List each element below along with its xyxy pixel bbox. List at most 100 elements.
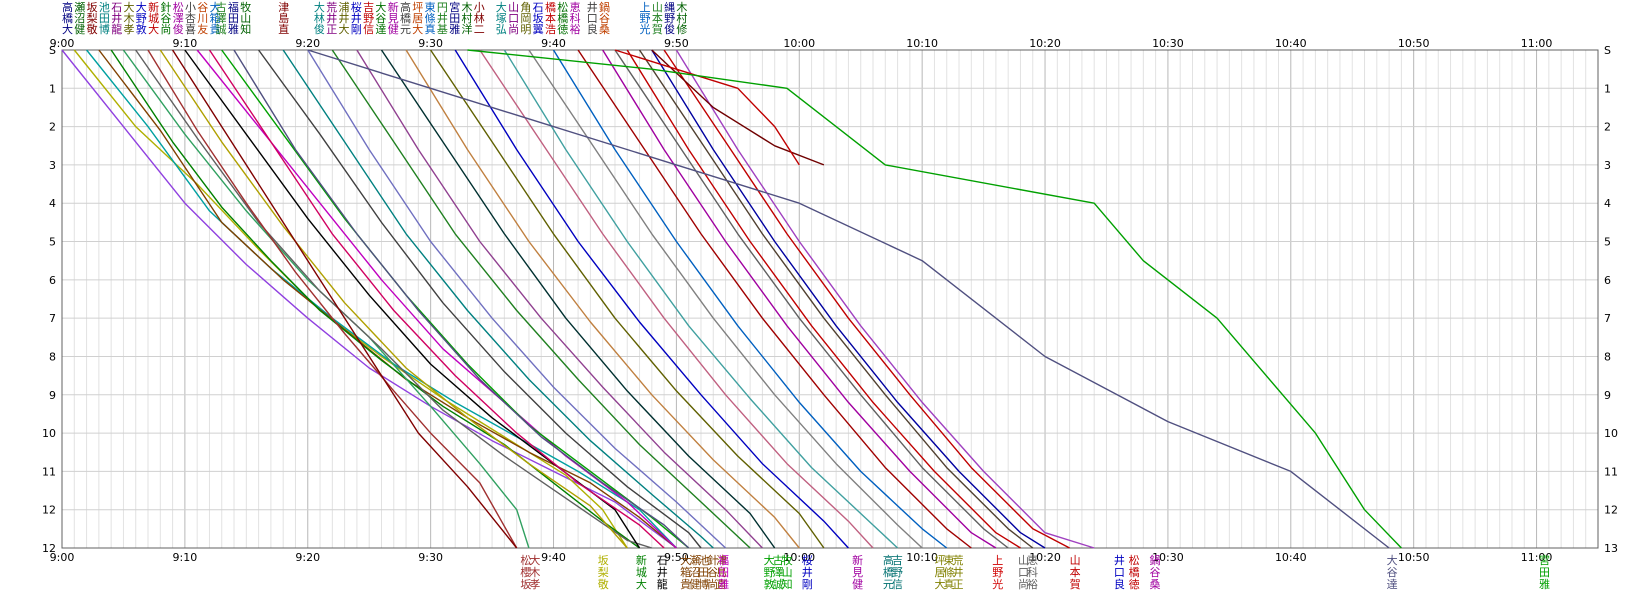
x-tick-label-top: 10:40 (1275, 37, 1307, 50)
x-tick-label-bottom: 9:50 (664, 551, 689, 564)
x-tick-label-bottom: 9:10 (173, 551, 198, 564)
top-name-char: 井 (326, 11, 337, 25)
top-name-char: 浦 (339, 1, 350, 14)
series-line-6 (122, 49, 530, 549)
x-tick-label-top: 10:50 (1398, 37, 1430, 50)
y-station-label-left: 2 (49, 121, 56, 134)
top-name-char: 野 (136, 12, 147, 25)
y-station-label-left: 8 (49, 350, 56, 363)
top-name-char: 木 (676, 1, 687, 14)
x-tick-label-top: 10:00 (783, 37, 815, 50)
y-station-label-left: 12 (42, 542, 56, 555)
x-tick-label-bottom: 9:20 (295, 551, 320, 564)
series-line-39 (307, 49, 1390, 549)
top-name-char: 俊 (314, 22, 325, 36)
y-station-label-right: 1 (1604, 82, 1611, 95)
bottom-name-char: 木 (529, 566, 540, 579)
top-name-char: 良 (587, 22, 598, 36)
bottom-name-char: 大 (1387, 553, 1398, 567)
top-name-char: 賀 (652, 23, 663, 36)
top-name-char: 明 (520, 23, 531, 36)
bottom-name-char: 坪 (934, 554, 945, 567)
top-name-char: 津 (278, 1, 289, 14)
bottom-name-char: 井 (1114, 553, 1125, 567)
bottom-name-char: 賀 (1070, 578, 1081, 591)
top-name-char: 裕 (570, 23, 581, 36)
chart-series (61, 49, 1402, 549)
top-name-char: 牧 (240, 0, 251, 14)
bottom-name-char: 正 (952, 578, 963, 591)
series-line-31 (614, 49, 1009, 549)
y-station-label-left: 6 (49, 274, 56, 287)
top-name-char: 尚 (508, 22, 519, 36)
series-line-23 (430, 49, 825, 549)
bottom-name-char: 宮 (1539, 553, 1550, 567)
bottom-name-char: 高 (883, 553, 894, 567)
bottom-name-char: 口 (1114, 566, 1125, 579)
top-name-char: 木 (124, 12, 135, 25)
bottom-name-char: 橋 (1129, 565, 1140, 579)
bottom-name-char: 恵 (1027, 553, 1038, 567)
plot-frame (61, 49, 1599, 549)
top-name-char: 達 (375, 23, 386, 36)
top-name-char: 敬 (87, 23, 98, 36)
top-name-char: 宮 (449, 0, 460, 14)
top-name-char: 大 (496, 0, 507, 14)
bottom-name-char: 良 (1114, 577, 1125, 591)
top-name-char: 條 (425, 11, 436, 25)
series-line-36 (675, 49, 1095, 549)
top-name-char: 針 (160, 0, 171, 14)
top-name-char: 貴 (210, 22, 221, 36)
y-station-label-left: 7 (49, 312, 56, 325)
bottom-name-char: 山 (1070, 554, 1081, 567)
top-name-char: 真 (425, 22, 436, 36)
top-name-char: 俊 (664, 22, 675, 36)
series-line-13 (208, 49, 665, 549)
top-name-char: 川 (197, 12, 208, 25)
bottom-name-char: 科 (1027, 565, 1038, 579)
top-name-char: 松 (173, 0, 184, 14)
bottom-name-char: 沼 (689, 565, 700, 579)
bottom-name-char: 真 (943, 577, 954, 591)
top-name-char: 高 (400, 0, 411, 14)
y-station-label-left: 10 (42, 427, 56, 440)
top-name-char: 口 (508, 12, 519, 25)
top-name-char: 修 (676, 22, 687, 36)
bottom-name-char: 野 (992, 566, 1003, 579)
bottom-name-char: 達 (1387, 578, 1398, 591)
bottom-name-char: 吉 (892, 554, 903, 567)
top-name-char: 坂 (87, 1, 98, 14)
bottom-name-char: 澤 (773, 566, 784, 579)
top-name-char: 東 (425, 1, 436, 14)
series-line-7 (135, 49, 653, 549)
top-name-char: 井 (351, 11, 362, 25)
top-name-char: 龍 (111, 22, 122, 36)
top-name-char: 野 (363, 12, 374, 25)
x-tick-label-bottom: 9:30 (418, 551, 443, 564)
bottom-name-char: 井 (657, 565, 668, 579)
bottom-name-char: 誠 (773, 578, 784, 591)
top-name-labels: 高橋大瀬沼健坂梨敬池田博石井龍大木孝大野敦新城大針谷尚松澤俊小杏喜谷川友大箱貴古… (62, 0, 687, 36)
top-name-char: 友 (197, 22, 208, 36)
series-line-37 (651, 49, 825, 166)
series-line-12 (196, 49, 677, 549)
top-name-char: 村 (462, 11, 473, 25)
bottom-name-char: 健 (689, 578, 700, 591)
bottom-name-char: 島 (716, 565, 727, 579)
top-name-char: 石 (111, 1, 122, 14)
top-name-char: 杏 (185, 12, 196, 25)
top-name-char: 大 (136, 0, 147, 14)
bottom-name-char: 健 (852, 578, 863, 591)
y-station-label-right: S (1604, 44, 1611, 57)
x-tick-label-bottom: 9:40 (541, 551, 566, 564)
top-name-char: 福 (228, 0, 239, 14)
bottom-name-char: 條 (943, 565, 954, 579)
series-line-21 (380, 49, 776, 549)
series-line-15 (233, 49, 690, 549)
x-tick-label-top: 11:00 (1521, 37, 1553, 50)
series-line-17 (282, 49, 714, 549)
series-line-10 (172, 49, 518, 549)
bottom-name-char: 梨 (598, 565, 609, 579)
top-name-char: 翼 (533, 23, 544, 36)
bottom-name-char: 博 (698, 578, 709, 591)
